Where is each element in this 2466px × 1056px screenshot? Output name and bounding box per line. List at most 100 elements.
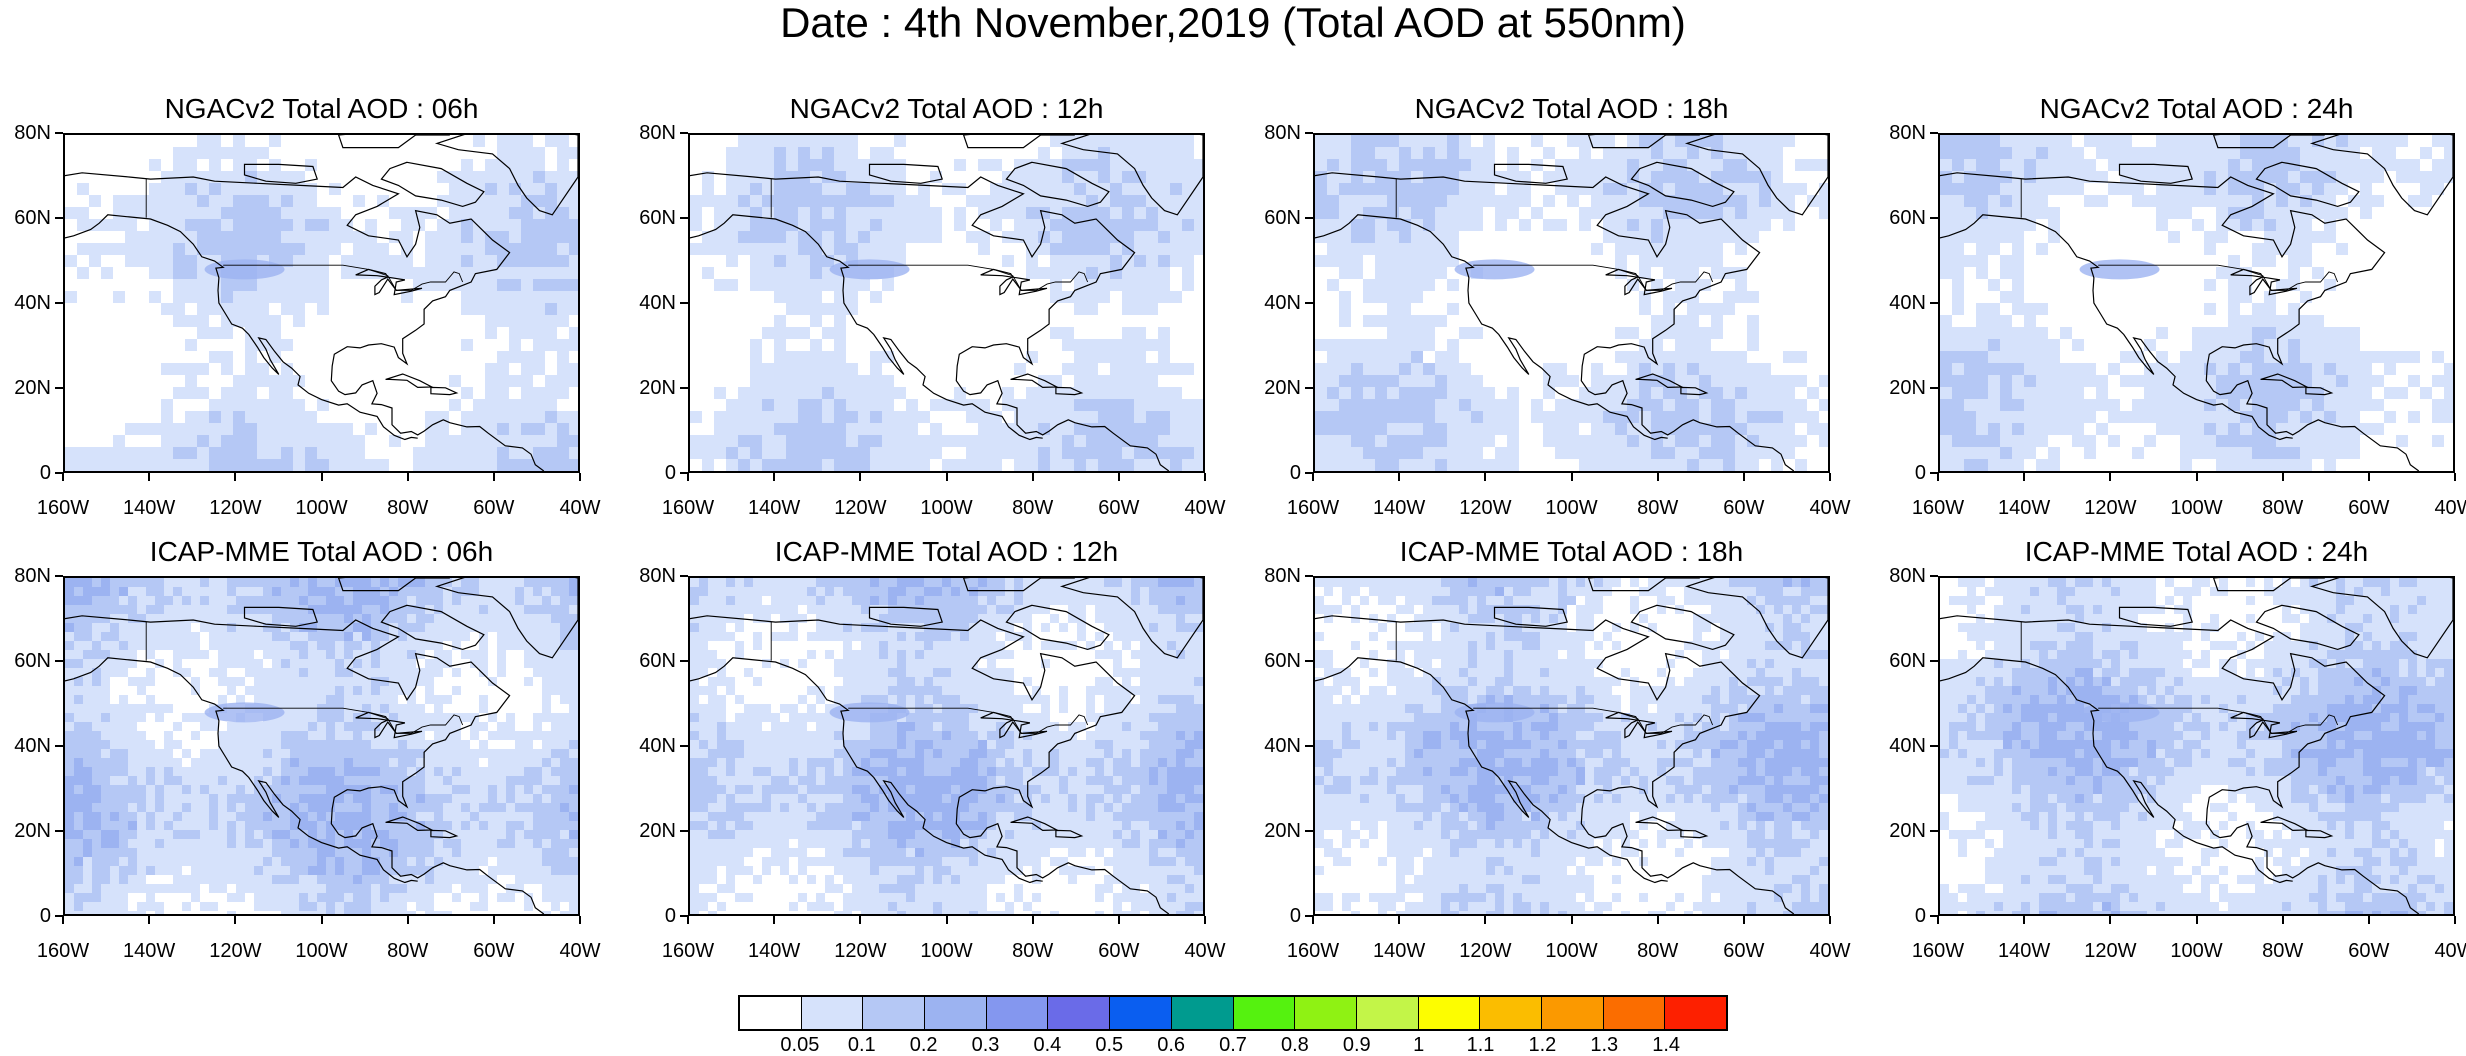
colorbar-label: 0.4 bbox=[1033, 1034, 1062, 1056]
lon-tick-mark bbox=[148, 916, 151, 924]
coastline-baffin-island bbox=[1005, 161, 1110, 208]
lat-tick-label: 0 bbox=[1914, 905, 1926, 927]
lat-tick-label: 40N bbox=[1264, 735, 1301, 757]
lat-tick-label: 40N bbox=[1889, 735, 1926, 757]
lon-tick-mark bbox=[773, 916, 776, 924]
lon-tick-mark bbox=[1742, 916, 1745, 924]
lon-tick-label: 140W bbox=[123, 940, 176, 962]
lon-tick-mark bbox=[1117, 916, 1120, 924]
lon-tick-mark bbox=[1312, 473, 1314, 481]
lon-tick-label: 120W bbox=[209, 940, 262, 962]
coastline-baffin-island bbox=[2255, 161, 2360, 208]
lat-tick-label: 0 bbox=[39, 462, 51, 484]
lat-tick-mark bbox=[680, 132, 688, 134]
aod-map bbox=[65, 578, 578, 914]
lon-tick-mark bbox=[1398, 473, 1401, 481]
lon-tick-mark bbox=[687, 473, 689, 481]
aod-map bbox=[690, 135, 1203, 471]
coastline-greenland bbox=[2309, 578, 2453, 659]
lon-tick-mark bbox=[1031, 916, 1034, 924]
border-us-canada bbox=[848, 707, 1089, 734]
lat-tick-label: 40N bbox=[1889, 292, 1926, 314]
lon-tick-label: 60W bbox=[2348, 940, 2390, 962]
colorbar-label: 0.6 bbox=[1157, 1034, 1186, 1056]
lon-tick-label: 120W bbox=[209, 497, 262, 519]
lat-tick-mark bbox=[1930, 575, 1938, 577]
lon-tick-label: 100W bbox=[2170, 940, 2223, 962]
map-panel bbox=[1938, 133, 2455, 473]
lon-tick-label: 40W bbox=[1809, 940, 1851, 962]
colorbar-box bbox=[986, 997, 1049, 1029]
lon-tick-mark bbox=[2109, 916, 2112, 924]
panel-title: NGACv2 Total AOD : 18h bbox=[1414, 93, 1729, 124]
lat-tick-label: 40N bbox=[639, 735, 676, 757]
lat-tick-mark bbox=[1930, 302, 1938, 304]
lon-tick-label: 100W bbox=[295, 940, 348, 962]
coastline-atlantic bbox=[690, 615, 1170, 914]
lat-tick-mark bbox=[1305, 217, 1313, 219]
lon-tick-label: 60W bbox=[473, 497, 515, 519]
colorbar-label: 1.4 bbox=[1652, 1034, 1681, 1056]
lon-tick-mark bbox=[1937, 473, 1939, 481]
aod-map bbox=[1940, 135, 2453, 471]
lon-tick-label: 100W bbox=[920, 497, 973, 519]
lon-tick-mark bbox=[1656, 916, 1659, 924]
coastline-victoria-island bbox=[243, 163, 318, 184]
lat-tick-mark bbox=[1305, 472, 1313, 474]
lat-tick-mark bbox=[680, 302, 688, 304]
lat-tick-label: 80N bbox=[639, 565, 676, 587]
lat-tick-label: 80N bbox=[639, 122, 676, 144]
lon-tick-label: 60W bbox=[2348, 497, 2390, 519]
coastline-hispaniola bbox=[1055, 386, 1084, 396]
coastline-atlantic bbox=[65, 172, 545, 471]
lat-tick-mark bbox=[55, 132, 63, 134]
colorbar-box bbox=[1603, 997, 1666, 1029]
coastline-cuba bbox=[385, 373, 435, 389]
border-us-canada bbox=[223, 707, 464, 734]
lat-tick-label: 20N bbox=[14, 377, 51, 399]
lon-tick-mark bbox=[1484, 473, 1487, 481]
coastline-ellesmere-island bbox=[2212, 578, 2325, 592]
lon-tick-label: 40W bbox=[1184, 940, 1226, 962]
lon-tick-label: 80W bbox=[2262, 940, 2304, 962]
map-panel bbox=[688, 133, 1205, 473]
border-us-canada bbox=[223, 264, 464, 291]
colorbar-label: 0.1 bbox=[847, 1034, 876, 1056]
border-us-canada bbox=[2098, 707, 2339, 734]
lon-tick-label: 160W bbox=[1286, 497, 1340, 519]
lon-tick-mark bbox=[2454, 916, 2456, 924]
lon-tick-label: 120W bbox=[2084, 497, 2137, 519]
lat-tick-label: 80N bbox=[1264, 565, 1301, 587]
lon-tick-mark bbox=[1937, 916, 1939, 924]
coastline-ellesmere-island bbox=[1587, 578, 1700, 592]
coastline-victoria-island bbox=[243, 606, 318, 627]
lat-tick-label: 80N bbox=[1889, 122, 1926, 144]
lat-tick-mark bbox=[1305, 745, 1313, 747]
map-panel bbox=[688, 576, 1205, 916]
lat-tick-mark bbox=[680, 217, 688, 219]
lat-tick-label: 20N bbox=[639, 377, 676, 399]
lat-tick-mark bbox=[1305, 660, 1313, 662]
lon-tick-label: 80W bbox=[387, 497, 429, 519]
lat-tick-mark bbox=[1930, 132, 1938, 134]
aod-map bbox=[1315, 135, 1828, 471]
lat-tick-mark bbox=[1305, 830, 1313, 832]
lat-tick-label: 20N bbox=[1264, 820, 1301, 842]
lat-tick-mark bbox=[680, 660, 688, 662]
figure-title: Date : 4th November,2019 (Total AOD at 5… bbox=[780, 0, 1686, 46]
lon-tick-mark bbox=[1204, 916, 1206, 924]
aod-field bbox=[1940, 135, 2453, 471]
lat-tick-label: 60N bbox=[639, 650, 676, 672]
aod-plume bbox=[204, 259, 285, 280]
coastline-cuba bbox=[1010, 373, 1060, 389]
lat-tick-mark bbox=[1305, 575, 1313, 577]
lon-tick-label: 100W bbox=[920, 940, 973, 962]
colorbar-label: 0.05 bbox=[780, 1034, 820, 1056]
aod-map bbox=[690, 578, 1203, 914]
lon-tick-label: 160W bbox=[36, 497, 90, 519]
coastline-victoria-island bbox=[1493, 606, 1568, 627]
lat-tick-label: 20N bbox=[639, 820, 676, 842]
lat-tick-mark bbox=[680, 387, 688, 389]
coastline-hispaniola bbox=[430, 386, 459, 396]
border-us-canada bbox=[848, 264, 1089, 291]
